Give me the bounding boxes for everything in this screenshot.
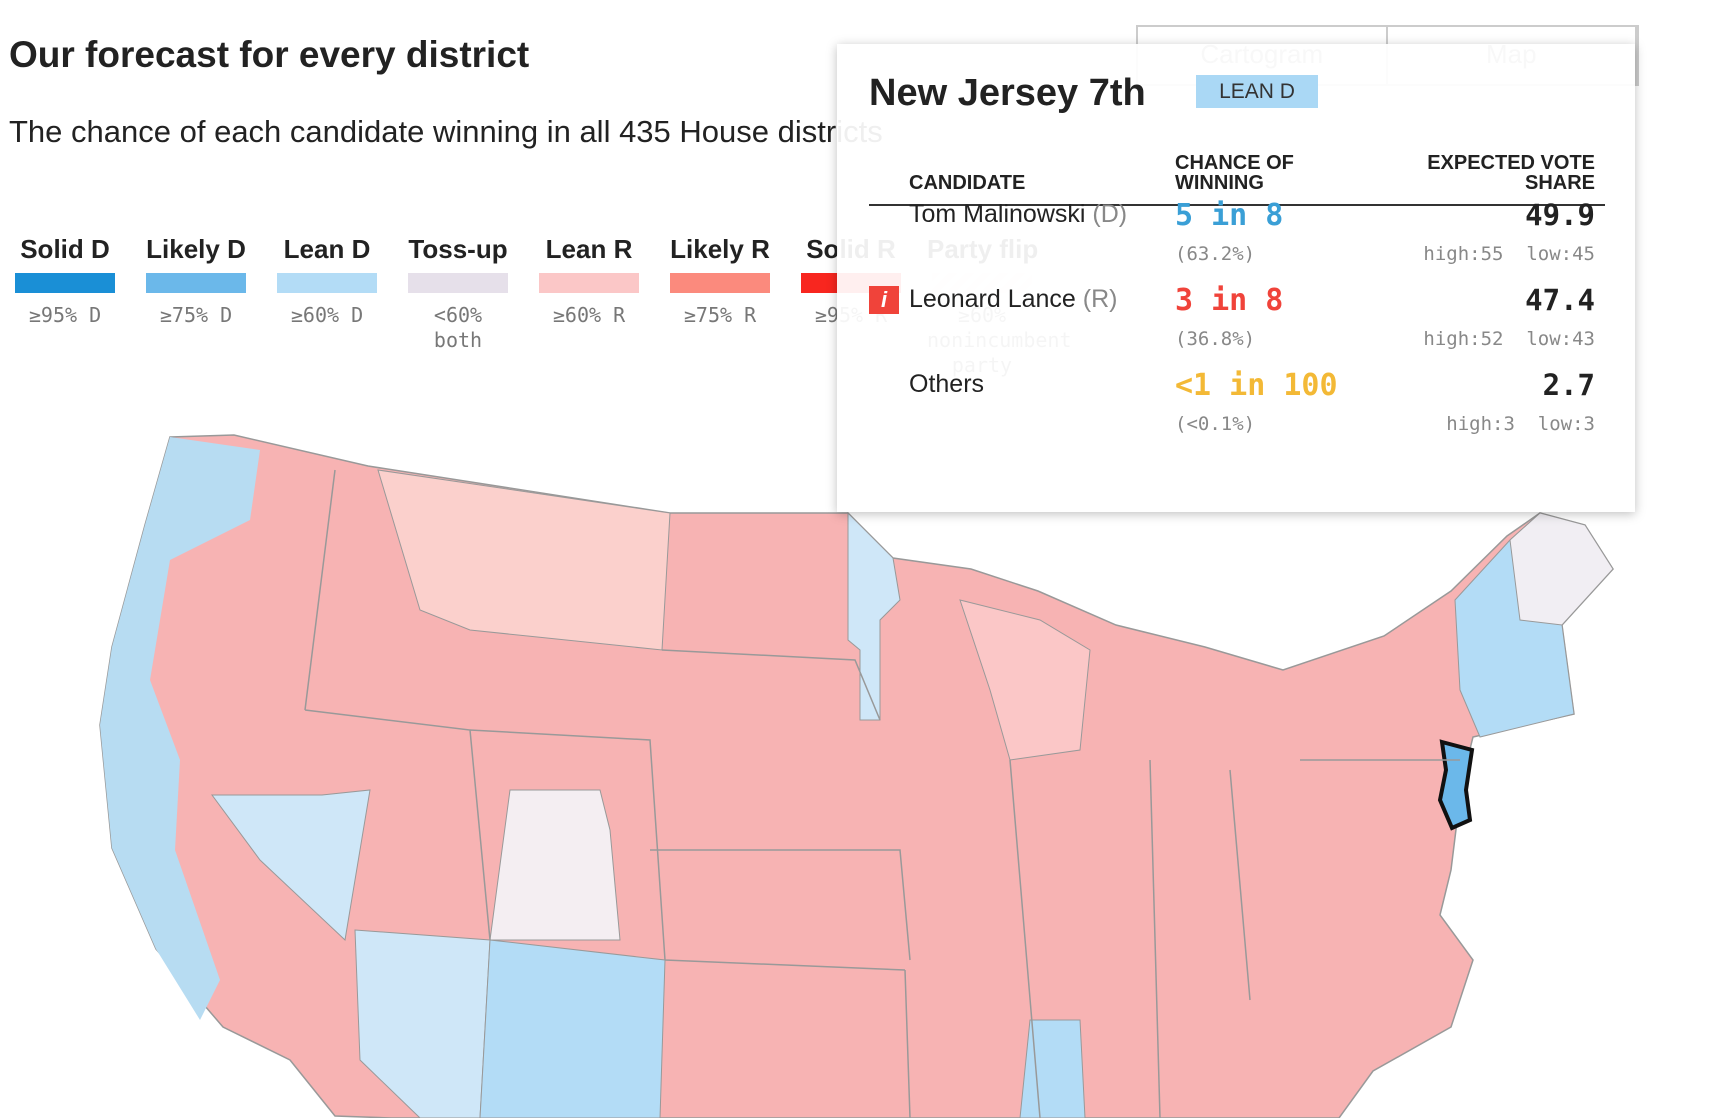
column-header: CANDIDATE bbox=[909, 172, 1026, 194]
legend-sublabel: <60% bbox=[433, 303, 483, 327]
legend-label: Solid D bbox=[20, 234, 110, 264]
vote-range: high:3 low:3 bbox=[1446, 413, 1595, 435]
candidate-name-text: Leonard Lance bbox=[909, 285, 1076, 313]
rating-badge: LEAN D bbox=[1196, 75, 1318, 108]
legend-item: Likely D ≥75% D bbox=[141, 234, 251, 328]
legend-item: Lean D ≥60% D bbox=[272, 234, 382, 328]
legend-sublabel: ≥75% D bbox=[159, 303, 233, 327]
region-montana bbox=[377, 469, 671, 651]
legend-label: Likely D bbox=[146, 234, 246, 264]
legend-label: Toss-up bbox=[408, 234, 508, 264]
legend-sublabel: ≥95% D bbox=[28, 303, 102, 327]
legend-swatch bbox=[277, 273, 377, 293]
candidate-name: Tom Malinowski (D) bbox=[909, 200, 1127, 229]
legend-swatch bbox=[146, 273, 246, 293]
candidate-party: (R) bbox=[1082, 285, 1118, 313]
district-nj-7 bbox=[1437, 739, 1475, 831]
win-chance: 3 in 8 bbox=[1175, 283, 1284, 318]
candidate-party: (D) bbox=[1092, 200, 1128, 228]
candidate-name: Leonard Lance (R) bbox=[909, 285, 1117, 314]
legend-item: Toss-up <60% both bbox=[403, 234, 513, 353]
legend-item: Likely R ≥75% R bbox=[665, 234, 775, 328]
win-chance: 5 in 8 bbox=[1175, 198, 1284, 233]
win-percent: (<0.1%) bbox=[1175, 413, 1256, 435]
header-line: SHARE bbox=[1524, 172, 1595, 194]
legend-item: Lean R ≥60% R bbox=[534, 234, 644, 328]
region-mississippi bbox=[1019, 1019, 1086, 1118]
column-header: CHANCE OF WINNING bbox=[1175, 153, 1294, 193]
district-name: New Jersey 7th bbox=[869, 72, 1146, 114]
candidate-name-text: Tom Malinowski bbox=[909, 200, 1086, 228]
state-borders bbox=[304, 469, 1460, 1118]
incumbent-icon: i bbox=[869, 286, 899, 314]
region-utah bbox=[489, 789, 621, 941]
region-maine bbox=[1509, 512, 1614, 626]
win-percent: (63.2%) bbox=[1175, 243, 1256, 265]
header-line: CHANCE OF bbox=[1175, 152, 1294, 174]
tooltip: New Jersey 7th LEAN D CANDIDATE CHANCE O… bbox=[837, 44, 1635, 512]
header-rule bbox=[869, 204, 1605, 206]
title: Our forecast for every district bbox=[9, 34, 530, 75]
candidate-name-text: Others bbox=[909, 370, 985, 398]
vote-share: 2.7 bbox=[1542, 368, 1595, 402]
region-nevada bbox=[211, 789, 371, 942]
header-line: WINNING bbox=[1175, 172, 1264, 194]
legend-swatch bbox=[15, 273, 115, 293]
candidate-name: Others bbox=[909, 370, 984, 399]
legend-label: Likely R bbox=[670, 234, 770, 264]
header-line: EXPECTED VOTE bbox=[1427, 152, 1595, 174]
region-wisconsin bbox=[959, 599, 1091, 761]
legend-sublabel: ≥60% D bbox=[290, 303, 364, 327]
column-header: EXPECTED VOTE SHARE bbox=[1427, 153, 1595, 193]
legend-label: Lean R bbox=[545, 234, 633, 264]
legend-swatch bbox=[670, 273, 770, 293]
region-arizona bbox=[354, 929, 491, 1118]
legend-label: Lean D bbox=[283, 234, 371, 264]
legend-sublabel: ≥60% R bbox=[552, 303, 626, 327]
subtitle: The chance of each candidate winning in … bbox=[9, 114, 883, 149]
vote-range: high:52 low:43 bbox=[1423, 328, 1595, 350]
win-chance: <1 in 100 bbox=[1175, 368, 1338, 403]
region-west-coast bbox=[100, 437, 260, 1020]
legend-item: Solid D ≥95% D bbox=[10, 234, 120, 328]
vote-share: 49.9 bbox=[1525, 198, 1595, 232]
legend-sublabel: both bbox=[433, 328, 483, 352]
legend-sublabel: ≥75% R bbox=[683, 303, 757, 327]
win-percent: (36.8%) bbox=[1175, 328, 1256, 350]
legend-swatch bbox=[408, 273, 508, 293]
legend-swatch bbox=[539, 273, 639, 293]
vote-share: 47.4 bbox=[1525, 283, 1595, 317]
vote-range: high:55 low:45 bbox=[1423, 243, 1595, 265]
region-new-mexico bbox=[479, 939, 666, 1118]
